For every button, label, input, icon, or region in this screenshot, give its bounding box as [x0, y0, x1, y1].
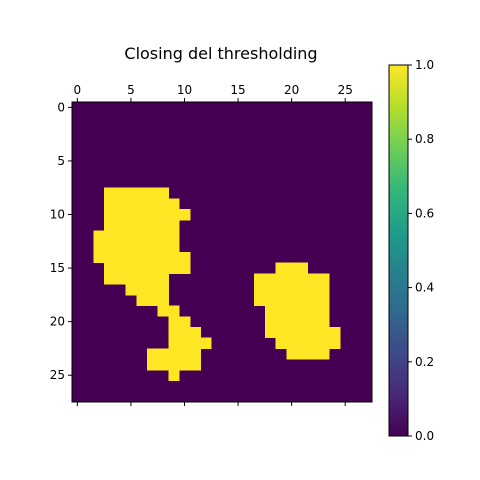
- heatmap-cell-run: [147, 359, 201, 370]
- x-tick-label: 15: [230, 83, 245, 97]
- heatmap-cell-run: [276, 338, 341, 349]
- colorbar-tick-label: 1.0: [415, 58, 434, 72]
- y-tick-label: 15: [50, 261, 65, 275]
- heatmap-cell-run: [104, 273, 169, 284]
- x-tick-label: 25: [338, 83, 353, 97]
- heatmap-cell-run: [104, 188, 169, 199]
- heatmap-image: [72, 102, 372, 402]
- heatmap-cell-run: [254, 284, 329, 295]
- heatmap-cell-run: [168, 316, 190, 327]
- heatmap-cell-run: [168, 338, 211, 349]
- heatmap-cell-run: [104, 209, 190, 220]
- colorbar: 0.0 0.2 0.4 0.6 0.8 1.0: [389, 58, 434, 443]
- heatmap-cell-run: [254, 273, 329, 284]
- colorbar-tick-label: 0.0: [415, 429, 434, 443]
- heatmap-cell-run: [168, 327, 201, 338]
- x-tick-label: 0: [74, 83, 82, 97]
- heatmap-cell-run: [265, 316, 330, 327]
- x-tick-label: 20: [284, 83, 299, 97]
- x-tick-label: 10: [177, 83, 192, 97]
- x-tick-label: 5: [127, 83, 135, 97]
- heatmap-cell-run: [265, 306, 330, 317]
- colorbar-tick-label: 0.6: [415, 206, 434, 220]
- heatmap-cell-run: [168, 370, 179, 381]
- heatmap-cell-run: [104, 220, 179, 231]
- heatmap-cell-run: [158, 306, 180, 317]
- colorbar-tick-label: 0.4: [415, 281, 434, 295]
- heatmap-cell-run: [286, 348, 329, 359]
- heatmap-cell-run: [93, 231, 179, 242]
- heatmap-cell-run: [93, 241, 179, 252]
- heatmap-cell-run: [265, 327, 340, 338]
- y-tick-label: 20: [50, 315, 65, 329]
- heatmap-cell-run: [276, 263, 309, 274]
- heatmap-cell-run: [104, 263, 190, 274]
- heatmap-cell-run: [104, 198, 179, 209]
- y-tick-label: 25: [50, 368, 65, 382]
- heatmap-cell-run: [126, 284, 169, 295]
- chart-title: Closing del thresholding: [124, 44, 317, 63]
- y-axis-ticks: 0 5 10 15 20 25: [50, 100, 72, 382]
- y-tick-label: 5: [57, 154, 65, 168]
- heatmap-cell-run: [147, 348, 201, 359]
- colorbar-gradient: [389, 65, 408, 436]
- y-tick-label: 0: [57, 100, 65, 114]
- heatmap-cell-run: [254, 295, 329, 306]
- y-tick-label: 10: [50, 208, 65, 222]
- colorbar-tick-label: 0.8: [415, 132, 434, 146]
- colorbar-tick-label: 0.2: [415, 355, 434, 369]
- heatmap-cell-run: [93, 252, 190, 263]
- heatmap-cell-run: [136, 295, 169, 306]
